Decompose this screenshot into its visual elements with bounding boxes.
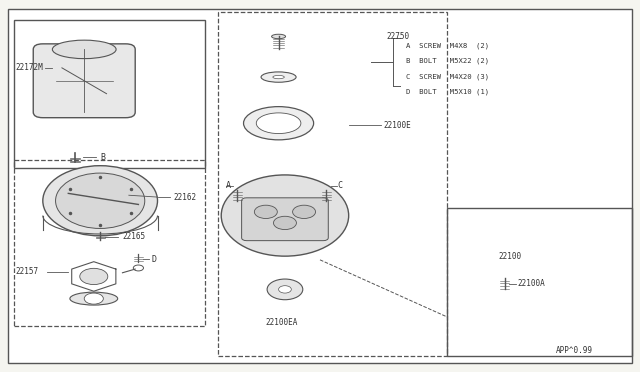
- Ellipse shape: [261, 72, 296, 82]
- Bar: [447, 208, 632, 356]
- Ellipse shape: [221, 175, 349, 256]
- Circle shape: [292, 205, 316, 218]
- Ellipse shape: [256, 113, 301, 134]
- Ellipse shape: [70, 292, 118, 305]
- Text: APP^0.99: APP^0.99: [556, 346, 593, 355]
- Text: 22172M: 22172M: [15, 63, 43, 72]
- Ellipse shape: [271, 34, 285, 39]
- Text: 22100EA: 22100EA: [266, 318, 298, 327]
- Text: 22100: 22100: [499, 251, 522, 261]
- Text: C  SCREW  M4X20 (3): C SCREW M4X20 (3): [406, 73, 489, 80]
- Ellipse shape: [244, 107, 314, 140]
- Circle shape: [254, 205, 277, 218]
- Circle shape: [278, 286, 291, 293]
- FancyBboxPatch shape: [242, 198, 328, 241]
- Text: C: C: [338, 182, 343, 190]
- Text: A: A: [226, 182, 230, 190]
- Circle shape: [80, 268, 108, 285]
- Text: 22162: 22162: [173, 193, 196, 202]
- Text: B: B: [100, 153, 105, 162]
- Bar: [14, 160, 205, 326]
- Ellipse shape: [43, 166, 157, 236]
- Circle shape: [267, 279, 303, 300]
- Text: D  BOLT   M5X10 (1): D BOLT M5X10 (1): [406, 89, 489, 96]
- FancyBboxPatch shape: [33, 44, 135, 118]
- Text: A  SCREW  M4X8  (2): A SCREW M4X8 (2): [406, 42, 489, 49]
- Ellipse shape: [52, 40, 116, 59]
- Text: D: D: [151, 254, 156, 264]
- Text: B  BOLT   M5X22 (2): B BOLT M5X22 (2): [406, 58, 489, 64]
- Circle shape: [273, 216, 296, 230]
- Ellipse shape: [273, 76, 284, 79]
- Text: 22157: 22157: [15, 267, 38, 276]
- Text: 22165: 22165: [122, 232, 145, 241]
- Bar: [218, 13, 447, 356]
- Text: 22750: 22750: [387, 32, 410, 41]
- Text: 22100A: 22100A: [518, 279, 545, 288]
- Bar: [14, 20, 205, 167]
- Circle shape: [84, 293, 103, 304]
- Text: 22100E: 22100E: [384, 121, 412, 129]
- Ellipse shape: [56, 173, 145, 228]
